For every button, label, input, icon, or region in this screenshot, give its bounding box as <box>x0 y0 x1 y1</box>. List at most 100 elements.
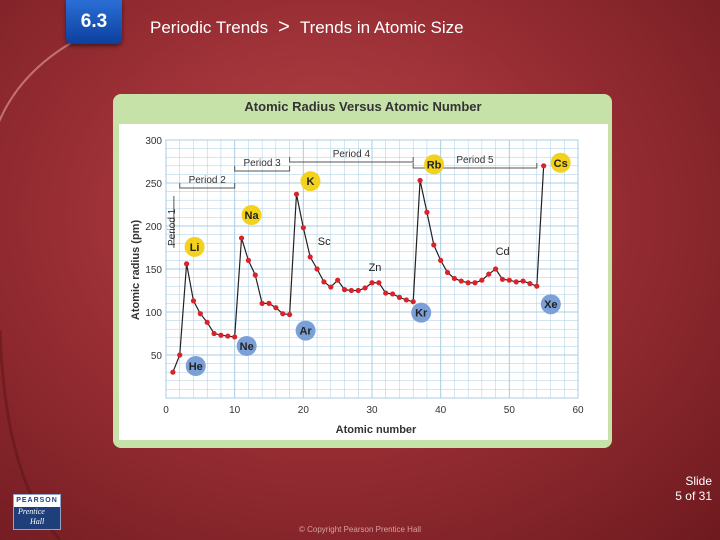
data-point <box>527 281 533 287</box>
data-point <box>177 352 183 358</box>
x-tick-label: 40 <box>435 405 447 416</box>
element-label: Na <box>245 210 260 222</box>
plot-frame <box>165 139 579 399</box>
logo-pearson: PEARSON <box>14 495 60 507</box>
data-point <box>245 257 251 263</box>
x-axis-label: Atomic number <box>336 424 417 436</box>
data-point <box>321 279 327 285</box>
data-point <box>410 299 416 305</box>
data-point <box>204 319 210 325</box>
period-label: Period 2 <box>189 175 227 186</box>
element-badge <box>185 356 206 376</box>
period-label: Period 4 <box>333 149 371 160</box>
slide-label: Slide <box>685 474 712 488</box>
y-tick-label: 200 <box>145 222 162 233</box>
data-point <box>307 254 313 260</box>
period-bracket <box>289 157 414 163</box>
data-point <box>444 269 451 276</box>
data-point <box>211 330 217 337</box>
data-point <box>506 277 512 283</box>
data-point <box>232 334 238 340</box>
period-bracket <box>179 183 236 189</box>
data-point <box>417 177 423 184</box>
data-point <box>431 242 437 248</box>
data-point <box>541 163 547 169</box>
data-point <box>190 298 197 304</box>
period-label: Period 1 <box>167 208 178 246</box>
data-point <box>287 311 293 318</box>
element-badge <box>184 236 205 257</box>
data-point <box>438 257 444 263</box>
element-badge <box>424 154 445 175</box>
data-point <box>383 290 389 296</box>
element-label: Sc <box>318 236 331 248</box>
element-badge <box>550 152 571 173</box>
element-badge <box>241 205 262 226</box>
logo-prentice: Prentice <box>18 507 45 516</box>
x-tick-label: 20 <box>298 405 310 416</box>
data-point <box>390 291 396 297</box>
data-point <box>499 276 506 282</box>
publisher-logo: PEARSON Prentice Hall <box>13 494 61 530</box>
data-point <box>403 297 409 303</box>
data-point <box>472 280 478 286</box>
data-point <box>362 285 368 291</box>
data-point <box>184 261 190 267</box>
element-label: Cs <box>554 158 568 170</box>
data-point <box>197 311 203 317</box>
x-tick-label: 50 <box>504 405 516 416</box>
element-label: Xe <box>544 299 557 311</box>
period-bracket <box>234 166 291 172</box>
data-point <box>238 235 245 241</box>
logo-hall: Hall <box>30 517 45 526</box>
data-point <box>252 272 258 278</box>
period-label: Period 5 <box>456 155 494 166</box>
breadcrumb-separator: > <box>278 16 290 38</box>
data-point <box>335 277 341 283</box>
element-label: Ne <box>240 341 254 353</box>
section-number: 6.3 <box>80 11 108 32</box>
data-point <box>266 300 272 306</box>
x-tick-label: 10 <box>229 405 241 416</box>
data-point <box>225 333 231 339</box>
data-point <box>355 287 361 294</box>
period-label: Period 3 <box>244 158 282 169</box>
x-tick-label: 0 <box>163 405 169 416</box>
data-point <box>534 283 540 289</box>
data-point <box>341 287 348 293</box>
y-tick-label: 50 <box>151 351 163 362</box>
element-badge <box>540 294 561 315</box>
element-badge <box>300 171 321 192</box>
breadcrumb: Periodic Trends > Trends in Atomic Size <box>150 16 464 39</box>
data-point <box>348 287 354 294</box>
data-point <box>458 278 464 284</box>
y-tick-label: 250 <box>145 179 162 190</box>
y-tick-label: 150 <box>145 265 162 276</box>
data-point <box>273 305 279 311</box>
data-point <box>170 369 176 375</box>
element-label: K <box>306 176 314 188</box>
data-point <box>218 332 224 338</box>
data-point <box>513 279 519 285</box>
data-point <box>465 280 471 286</box>
breadcrumb-topic: Trends in Atomic Size <box>299 17 464 37</box>
data-point <box>300 225 306 231</box>
data-point <box>259 300 265 306</box>
x-tick-label: 60 <box>572 405 584 416</box>
element-badge <box>236 335 257 356</box>
element-label: Rb <box>427 159 442 171</box>
element-badge <box>295 320 316 341</box>
y-tick-label: 100 <box>145 308 162 319</box>
data-point <box>293 191 300 197</box>
data-point <box>396 294 403 300</box>
data-point <box>314 266 320 272</box>
data-point <box>493 266 499 272</box>
period-bracket <box>412 163 538 169</box>
slide-position: 5 of 31 <box>675 489 712 503</box>
data-point <box>479 277 485 283</box>
slide-number: Slide 5 of 31 <box>675 474 712 504</box>
y-tick-label: 300 <box>145 136 162 147</box>
data-point <box>328 284 334 290</box>
element-label: Cd <box>496 246 510 258</box>
